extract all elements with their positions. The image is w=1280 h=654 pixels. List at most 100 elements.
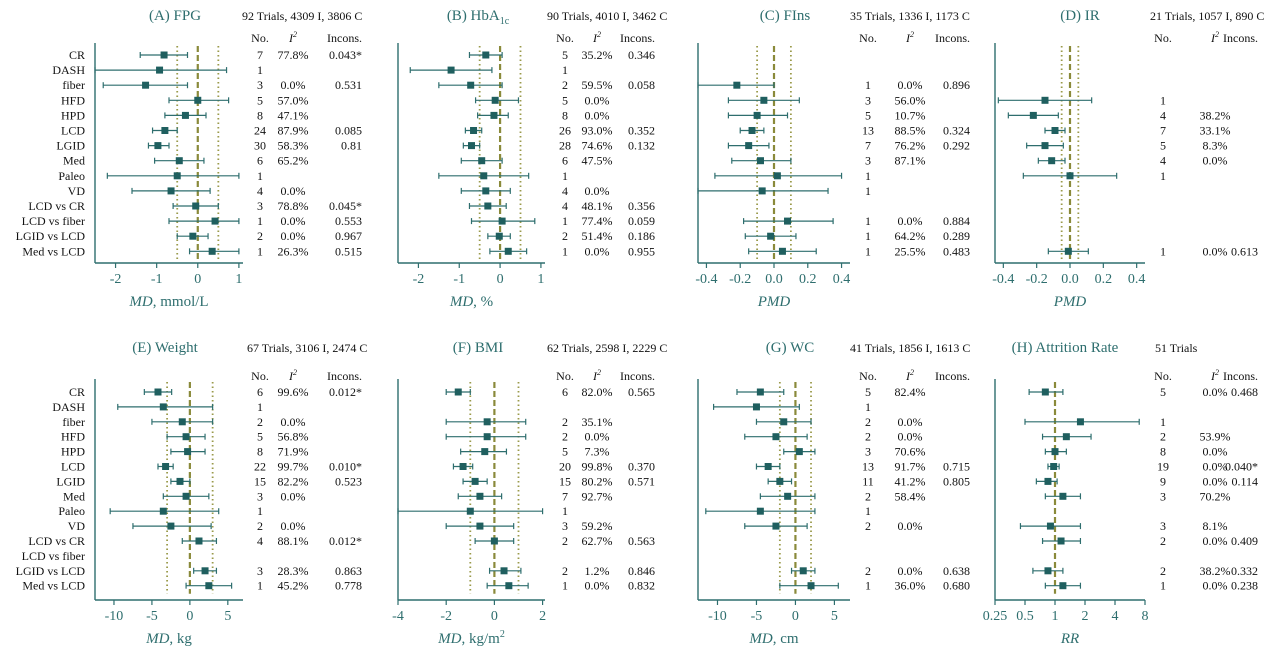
panel-title: (B) HbA1c	[447, 8, 510, 27]
point-estimate-marker	[748, 127, 756, 134]
row-incons: 0.778	[335, 579, 362, 593]
row-label: HPD	[61, 445, 85, 459]
trials-summary: 21 Trials, 1057 I, 890 C	[1150, 9, 1264, 23]
row-i2: 58.3%	[278, 139, 309, 153]
row-i2: 41.2%	[895, 474, 926, 488]
row-no: 1	[865, 184, 871, 198]
row-i2: 48.1%	[582, 199, 613, 213]
row-incons: 0.638	[943, 564, 970, 578]
row-no: 1	[865, 504, 871, 518]
row-i2: 0.0%	[281, 489, 306, 503]
row-i2: 33.1%	[1200, 124, 1231, 138]
header-no: No.	[251, 31, 269, 45]
row-no: 22	[254, 460, 266, 474]
row-no: 28	[559, 139, 571, 153]
row-i2: 51.4%	[582, 229, 613, 243]
row-i2: 74.6%	[582, 139, 613, 153]
row-no: 5	[1160, 385, 1166, 399]
row-i2: 0.0%	[585, 244, 610, 258]
row-i2: 0.0%	[1203, 445, 1228, 459]
header-incons: Incons.	[327, 369, 362, 383]
header-incons: Incons.	[1223, 369, 1258, 383]
point-estimate-marker	[167, 187, 175, 195]
row-i2: 1.2%	[585, 564, 610, 578]
row-i2: 36.0%	[895, 579, 926, 593]
row-no: 11	[862, 474, 874, 488]
row-no: 1	[1160, 415, 1166, 429]
x-axis-label: MD, cm	[748, 631, 798, 647]
row-no: 5	[562, 445, 568, 459]
row-incons: 0.846	[628, 564, 655, 578]
x-tick-label: -0.2	[729, 272, 751, 287]
header-i2: I2	[1210, 30, 1219, 45]
x-tick-label: 0	[186, 609, 193, 624]
row-no: 7	[865, 139, 871, 153]
x-tick-label: 0	[792, 609, 799, 624]
point-estimate-marker	[195, 537, 203, 545]
header-i2-superscript: 2	[597, 30, 601, 39]
point-estimate-marker	[184, 448, 192, 456]
row-i2: 70.2%	[1200, 489, 1231, 503]
row-no: 6	[257, 385, 263, 399]
row-incons: 0.967	[335, 229, 362, 243]
row-incons: 0.571	[628, 474, 655, 488]
row-i2: 64.2%	[895, 229, 926, 243]
row-incons: 0.553	[335, 214, 362, 228]
x-tick-label: 0	[194, 272, 201, 287]
row-i2: 0.0%	[281, 229, 306, 243]
row-no: 13	[862, 460, 874, 474]
row-i2: 0.0%	[1203, 385, 1228, 399]
point-estimate-marker	[1059, 492, 1067, 500]
row-incons: 0.805	[943, 474, 970, 488]
row-label: Med	[63, 489, 85, 503]
x-tick-label: 1	[1052, 609, 1059, 624]
header-i2-superscript: 2	[1215, 30, 1219, 39]
point-estimate-marker	[1076, 418, 1084, 426]
row-no: 2	[865, 415, 871, 429]
row-no: 1	[562, 244, 568, 258]
point-estimate-marker	[201, 567, 209, 575]
x-axis-label-unit: , kg	[169, 631, 192, 647]
point-estimate-marker	[756, 157, 764, 165]
point-estimate-marker	[498, 217, 506, 225]
point-estimate-marker	[205, 582, 213, 590]
point-estimate-marker	[182, 433, 190, 441]
row-no: 2	[257, 415, 263, 429]
row-i2: 0.0%	[585, 108, 610, 122]
point-estimate-marker	[211, 217, 219, 225]
row-i2: 7.3%	[585, 445, 610, 459]
row-i2: 99.7%	[278, 460, 309, 474]
row-incons: 0.332	[1231, 564, 1258, 578]
point-estimate-marker	[154, 142, 162, 150]
point-estimate-marker	[483, 418, 491, 426]
point-estimate-marker	[467, 81, 475, 89]
header-i2-superscript: 2	[597, 368, 601, 377]
row-no: 2	[865, 489, 871, 503]
row-i2: 47.5%	[582, 154, 613, 168]
row-i2: 38.2%	[1200, 108, 1231, 122]
point-estimate-marker	[1062, 433, 1070, 441]
row-no: 2	[1160, 430, 1166, 444]
row-i2: 0.0%	[1203, 244, 1228, 258]
row-i2: 8.3%	[1203, 139, 1228, 153]
row-label: Paleo	[58, 504, 85, 518]
x-tick-label: -10	[105, 609, 124, 624]
point-estimate-marker	[778, 247, 786, 255]
point-estimate-marker	[504, 247, 512, 255]
point-estimate-marker	[772, 522, 780, 530]
row-no: 4	[562, 199, 568, 213]
point-estimate-marker	[173, 172, 181, 180]
row-incons: 0.863	[335, 564, 362, 578]
row-i2: 0.0%	[1203, 474, 1228, 488]
row-i2: 0.0%	[1203, 154, 1228, 168]
row-i2: 58.4%	[895, 489, 926, 503]
point-estimate-marker	[1046, 522, 1054, 530]
header-no: No.	[859, 369, 877, 383]
point-estimate-marker	[780, 418, 788, 426]
row-no: 1	[1160, 244, 1166, 258]
point-estimate-marker	[161, 127, 169, 134]
row-no: 26	[559, 124, 571, 138]
point-estimate-marker	[1029, 111, 1037, 119]
row-no: 4	[257, 534, 263, 548]
row-no: 2	[1160, 564, 1166, 578]
